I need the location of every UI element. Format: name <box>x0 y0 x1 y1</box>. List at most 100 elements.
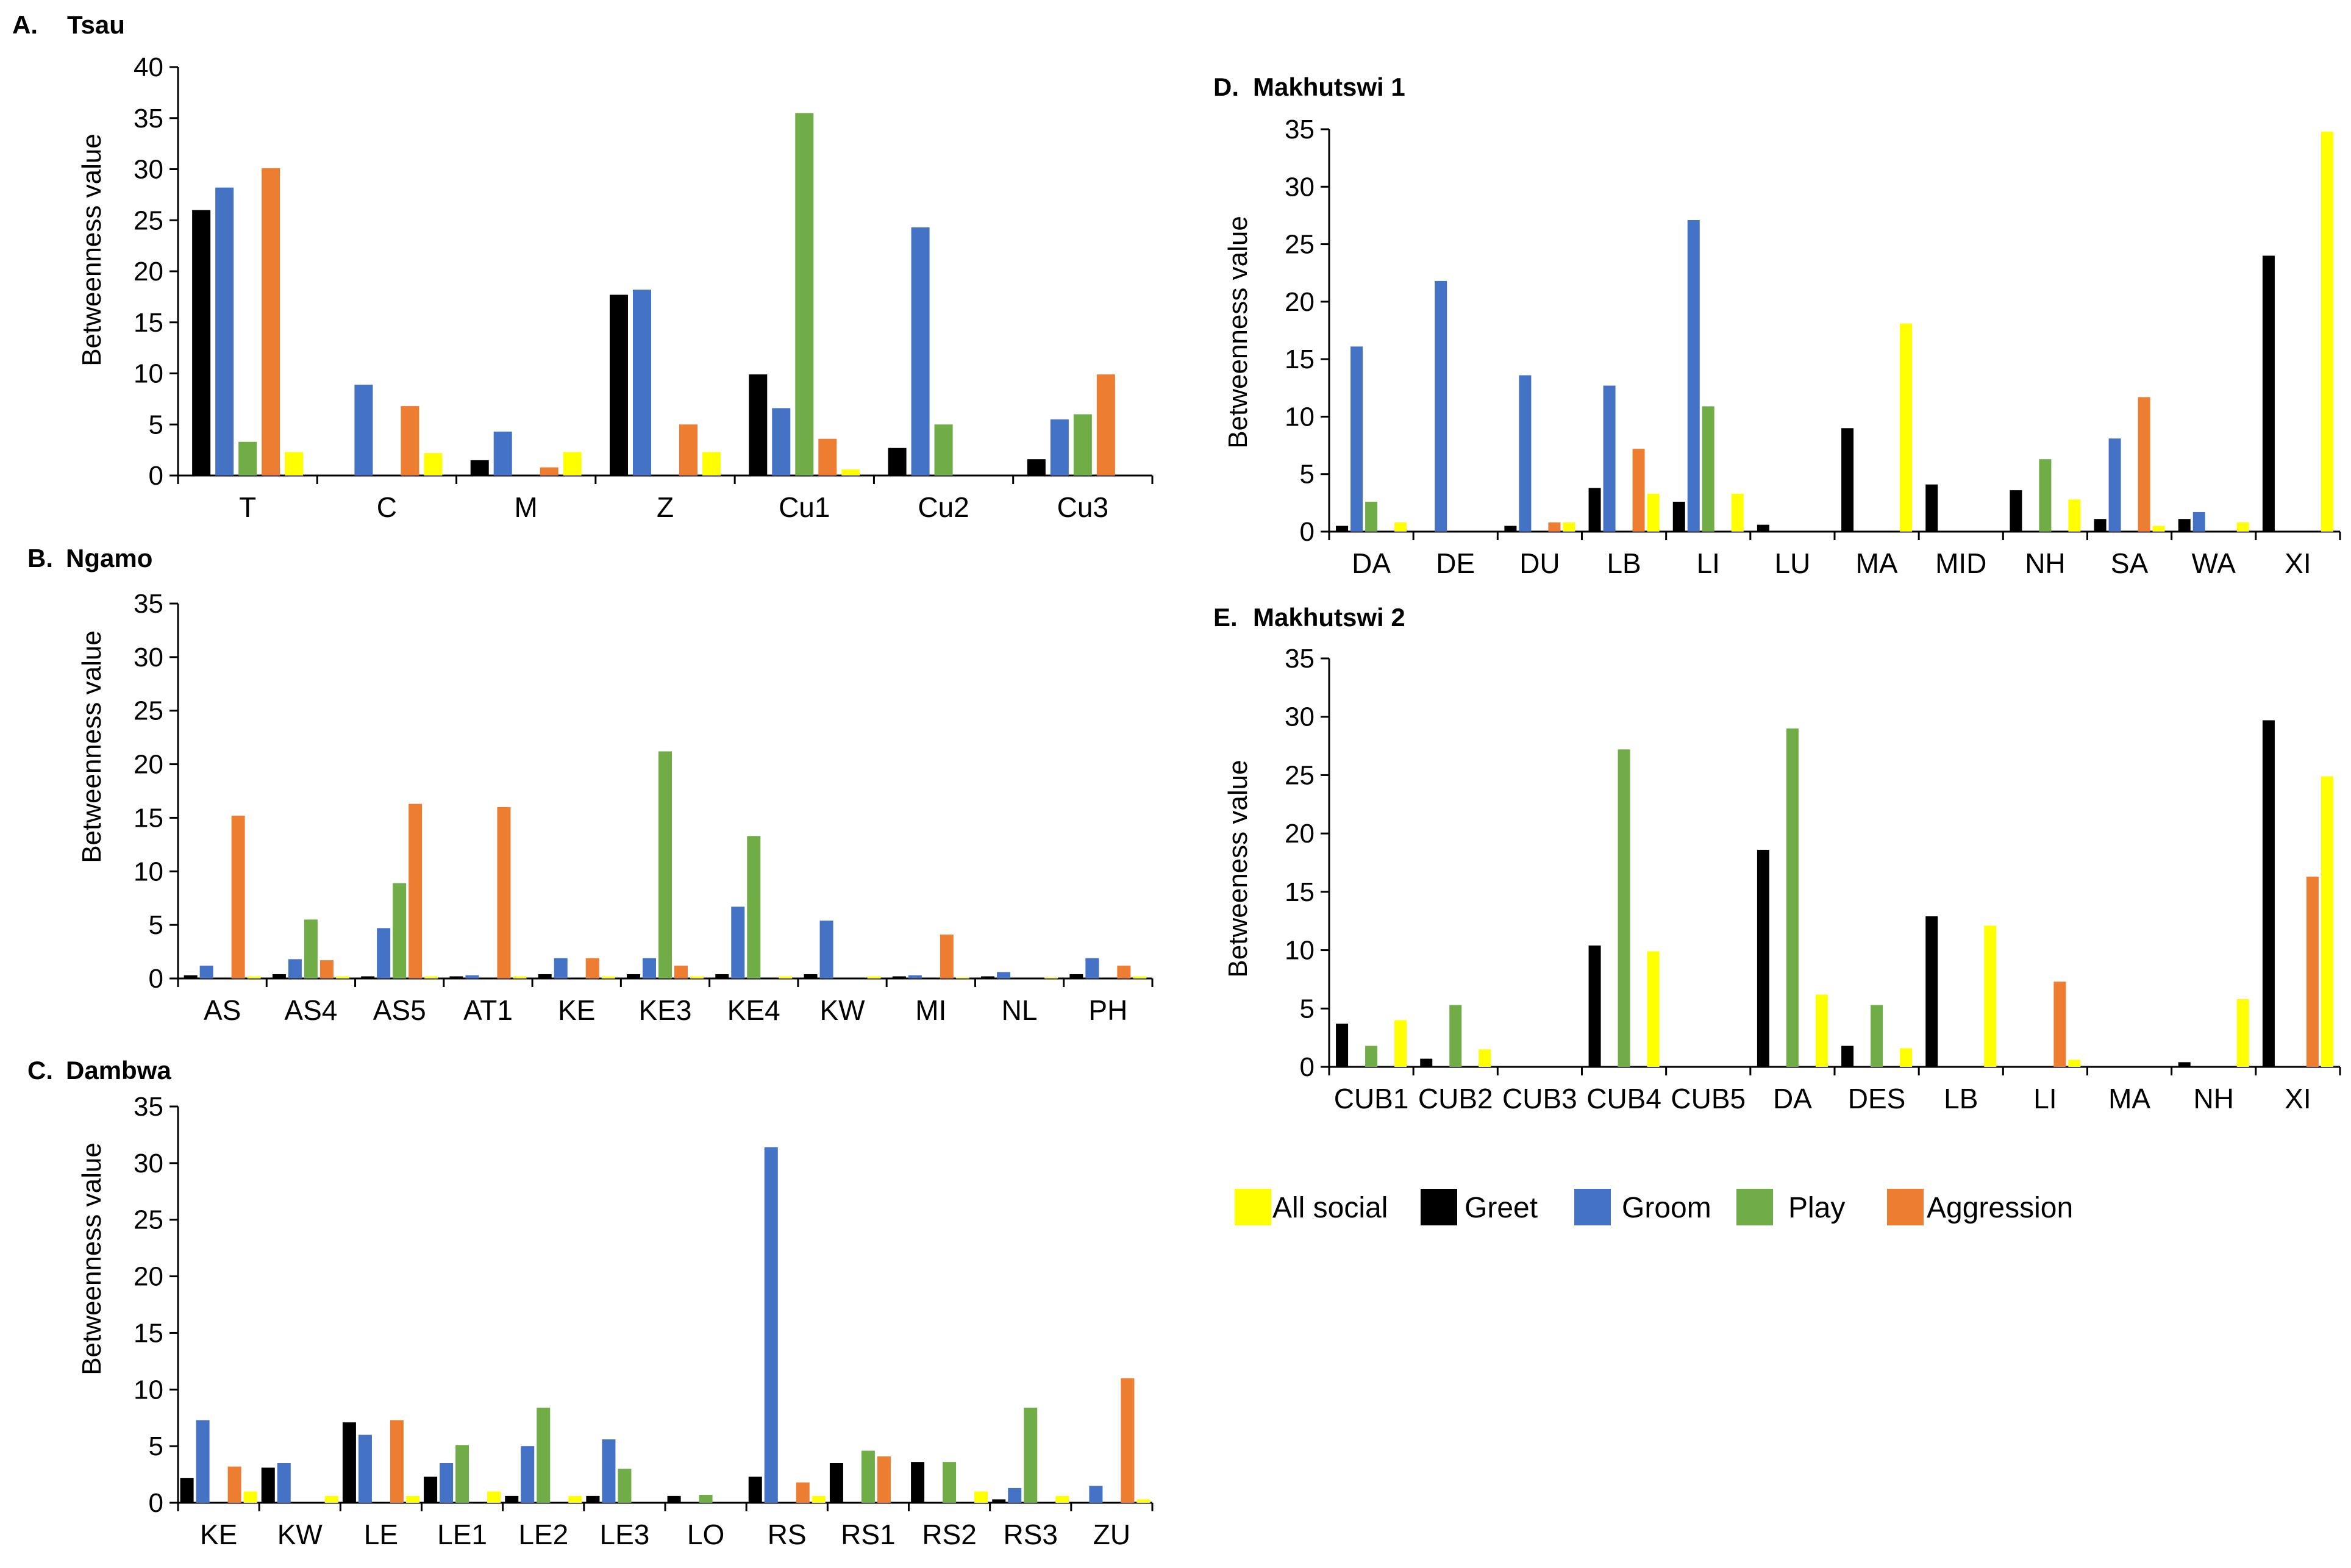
panel-b-bar-groom-at1 <box>465 975 479 978</box>
panel-b-bar-all-social-ke <box>601 976 615 978</box>
panel-b-category-label: AT1 <box>463 994 513 1026</box>
panel-b-bar-groom-ph <box>1085 958 1099 978</box>
panel-e-makhutswi-2: E. Makhutswi 2 Betweeness value 0 5 10 15 20… <box>1213 603 2341 1114</box>
panel-b-title: Ngamo <box>66 544 152 572</box>
panel-e-bar-greet-cub1 <box>1336 1024 1349 1067</box>
panel-d-bar-groom-wa <box>2192 511 2205 532</box>
panel-b-y-tick-label: 25 <box>134 696 163 726</box>
panel-b-y-tick-label: 5 <box>149 910 163 940</box>
panel-a-y-tick-label: 10 <box>134 359 163 389</box>
panel-c-bar-all-social-rs2 <box>974 1491 988 1503</box>
panel-c-bar-groom-ke <box>196 1420 210 1503</box>
panel-d-bar-greet-du <box>1504 526 1517 532</box>
panel-d-bar-all-social-lb <box>1647 493 1660 532</box>
panel-a-tsau: A. Tsau Betweenness value 0 5 10 15 20 25 30 35… <box>12 10 1154 523</box>
panel-c-bar-groom-le1 <box>440 1463 454 1503</box>
panel-c-bar-all-social-le <box>405 1495 419 1503</box>
panel-c-bar-groom-le2 <box>521 1446 535 1503</box>
panel-d-y-tick-label: 10 <box>1285 402 1315 432</box>
panel-b-bar-greet-as4 <box>272 974 286 978</box>
panel-b-bar-groom-as <box>199 965 213 978</box>
panel-c-category-label: RS1 <box>841 1519 895 1550</box>
panel-e-plot-area: 0 5 10 15 20 25 30 35 CUB1 CUB2 CUB3 CUB4 CUB5 DA DES L… <box>1285 644 2341 1114</box>
panel-c-category-label: KE <box>200 1519 237 1550</box>
panel-a-bar-aggression-c <box>401 406 419 476</box>
panel-c-category-label: KW <box>277 1519 323 1550</box>
panel-c-y-tick-label: 5 <box>149 1431 163 1461</box>
panel-c-bar-play-le3 <box>618 1469 632 1503</box>
panel-d-bar-all-social-da <box>1394 522 1407 532</box>
panel-b-category-label: MI <box>915 994 946 1026</box>
panel-a-bar-greet-cu2 <box>888 447 907 476</box>
panel-c-category-label: RS <box>768 1519 807 1550</box>
panel-e-title: Makhutswi 2 <box>1253 603 1405 632</box>
panel-d-y-tick-label: 0 <box>1300 517 1315 547</box>
panel-b-bar-play-as5 <box>393 883 407 978</box>
panel-a-bar-greet-t <box>192 210 211 476</box>
panel-c-bar-greet-rs2 <box>911 1462 925 1503</box>
panel-a-bar-all-social-cu1 <box>841 469 860 476</box>
panel-e-y-tick-label: 30 <box>1285 702 1315 732</box>
panel-d-bar-all-social-ma <box>1900 323 1913 532</box>
panel-d-bar-aggression-du <box>1548 522 1561 532</box>
panel-b-letter: B. <box>27 544 53 572</box>
panel-e-bar-aggression-li <box>2053 982 2066 1067</box>
panel-e-letter: E. <box>1213 603 1238 632</box>
panel-d-bar-greet-da <box>1336 526 1349 532</box>
panel-c-bar-all-social-ke <box>243 1491 257 1503</box>
panel-a-category-label: C <box>377 491 397 523</box>
legend-swatch-aggression <box>1887 1189 1924 1225</box>
panel-a-bar-all-social-c <box>424 453 443 476</box>
panel-a-bar-aggression-t <box>262 168 280 476</box>
panel-b-bar-aggression-ph <box>1117 965 1131 978</box>
panel-c-bar-all-social-rs <box>812 1495 826 1503</box>
panel-d-bar-play-nh <box>2039 459 2052 532</box>
legend-item-aggression: Aggression <box>1887 1189 2073 1225</box>
panel-b-bar-greet-as5 <box>361 976 375 978</box>
panel-c-y-tick-label: 35 <box>134 1092 163 1122</box>
panel-c-bar-aggression-rs <box>796 1482 810 1503</box>
panel-d-category-label: MA <box>1856 547 1898 579</box>
panel-e-y-tick-label: 35 <box>1285 644 1315 674</box>
panel-d-bar-groom-de <box>1435 280 1447 532</box>
panel-e-bar-aggression-xi <box>2306 876 2319 1067</box>
panel-b-bar-aggression-ke3 <box>674 965 688 978</box>
legend-label-greet: Greet <box>1464 1192 1538 1224</box>
panel-b-bar-groom-as4 <box>288 959 302 978</box>
legend-swatch-play <box>1736 1189 1773 1225</box>
panel-d-bar-all-social-wa <box>2236 522 2249 532</box>
panel-d-y-tick-label: 35 <box>1285 115 1315 144</box>
panel-d-bar-greet-wa <box>2178 519 2191 532</box>
panel-d-category-label: DA <box>1352 547 1391 579</box>
panel-a-bar-groom-cu3 <box>1050 419 1069 476</box>
panel-e-y-tick-label: 0 <box>1300 1052 1315 1082</box>
panel-c-y-tick-label: 15 <box>134 1318 163 1348</box>
panel-b-bar-all-social-at1 <box>513 976 527 978</box>
panel-e-bar-all-social-li <box>2068 1060 2081 1067</box>
panel-c-category-label: ZU <box>1093 1519 1130 1550</box>
legend-label-groom: Groom <box>1622 1192 1711 1224</box>
panel-b-category-label: NL <box>1002 994 1038 1026</box>
panel-e-bar-all-social-nh <box>2236 999 2249 1067</box>
panel-b-bar-all-social-as4 <box>335 976 349 978</box>
panel-c-bar-all-social-le2 <box>568 1495 582 1503</box>
panel-b-y-tick-label: 20 <box>134 750 163 780</box>
panel-b-bar-groom-kw <box>819 921 833 978</box>
panel-e-bar-all-social-cub2 <box>1479 1049 1491 1067</box>
panel-b-y-tick-label: 10 <box>134 857 163 886</box>
panel-b-bar-groom-mi <box>908 975 922 978</box>
panel-b-bar-groom-nl <box>997 972 1011 978</box>
panel-e-bar-all-social-da <box>1815 994 1828 1067</box>
panel-b-bar-greet-ph <box>1069 974 1083 978</box>
panel-c-letter: C. <box>27 1056 53 1085</box>
panel-a-category-label: T <box>239 491 256 523</box>
panel-d-category-label: WA <box>2192 547 2236 579</box>
panel-d-category-label: DE <box>1436 547 1475 579</box>
panel-c-bar-all-social-zu <box>1136 1499 1151 1503</box>
panel-c-title: Dambwa <box>66 1056 171 1085</box>
panel-e-category-label: NH <box>2194 1083 2234 1114</box>
panel-a-bar-aggression-cu3 <box>1096 374 1115 476</box>
panel-b-y-tick-label: 15 <box>134 803 163 833</box>
legend-item-greet: Greet <box>1421 1189 1538 1225</box>
